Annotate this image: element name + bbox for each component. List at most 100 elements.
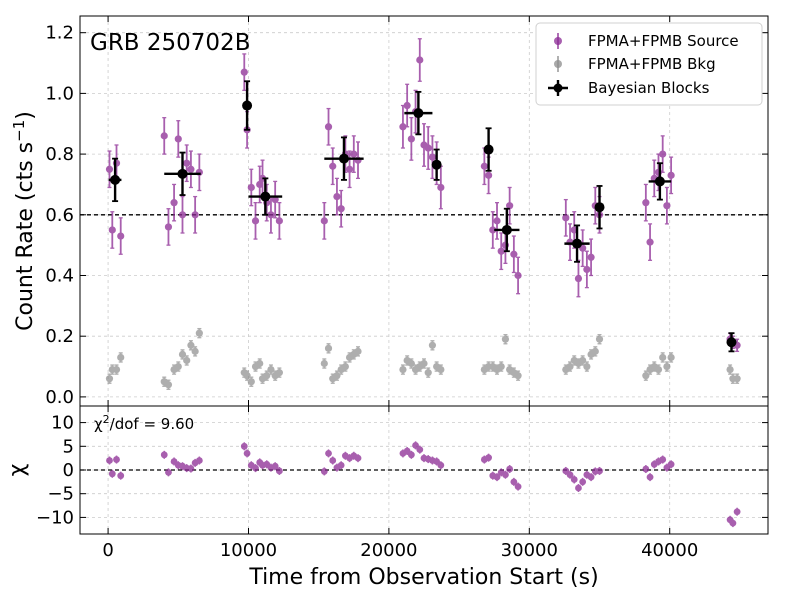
chi2-annotation: χ2/dof = 9.60 <box>94 413 194 433</box>
source-point <box>428 153 437 161</box>
top-y-ticks: 0.0 0.2 0.4 0.6 0.8 1.0 1.2 <box>45 23 768 408</box>
source-point <box>251 217 260 225</box>
y-tick-label: 0 <box>63 460 74 481</box>
legend-label: FPMA+FPMB Source <box>588 32 739 50</box>
bkg-point <box>183 356 191 365</box>
block-point <box>501 224 512 235</box>
bkg-point <box>663 362 671 371</box>
residual-point <box>566 471 574 479</box>
y-tick-label: 1.0 <box>45 83 74 104</box>
residual-point <box>667 460 675 468</box>
source-point <box>271 196 279 204</box>
residual-point <box>659 456 667 463</box>
bkg-point <box>164 381 173 389</box>
chi2-superscript: 2 <box>103 413 110 426</box>
y-tick-label: −5 <box>47 484 74 505</box>
bkg-point <box>659 353 667 362</box>
residual-point <box>510 478 518 486</box>
source-point <box>659 150 667 158</box>
chi2-suffix: /dof = 9.60 <box>110 415 195 433</box>
bkg-point <box>263 372 271 380</box>
bkg-point <box>341 362 349 371</box>
source-point <box>574 274 583 283</box>
source-point <box>350 150 358 158</box>
x-tick-label: 40000 <box>641 540 698 561</box>
source-point <box>267 211 275 219</box>
x-ticks: 0 10000 20000 30000 40000 <box>102 16 698 561</box>
bkg-point <box>195 329 203 337</box>
source-point <box>337 205 345 213</box>
source-point <box>247 183 255 192</box>
bkg-point <box>733 375 741 383</box>
y-tick-label: 5 <box>63 436 74 457</box>
source-point <box>437 183 445 192</box>
source-point <box>178 211 187 219</box>
residual-point <box>437 461 445 469</box>
residual-point <box>243 450 251 457</box>
bkg-point <box>514 372 522 380</box>
residual-point <box>275 467 283 475</box>
bkg-point <box>187 341 195 349</box>
block-point <box>338 153 349 164</box>
x-tick-label: 20000 <box>360 540 417 561</box>
bkg-point <box>324 344 333 352</box>
y-axis-label-bottom: χ <box>5 463 30 476</box>
block-point <box>594 202 605 213</box>
block-point <box>260 191 271 202</box>
residual-point <box>646 473 654 481</box>
bkg-point <box>243 372 251 380</box>
source-point <box>642 199 650 207</box>
source-point <box>160 132 168 140</box>
residual-point <box>320 468 328 475</box>
source-point <box>562 214 570 222</box>
source-point <box>324 123 333 131</box>
residual-point <box>416 446 424 454</box>
residual-point <box>240 442 248 450</box>
source-point <box>646 238 654 246</box>
source-point <box>484 171 493 179</box>
residual-point <box>354 454 362 462</box>
block-point <box>431 159 442 170</box>
bkg-point <box>579 356 587 365</box>
bkg-point <box>399 365 407 374</box>
source-point <box>187 165 195 173</box>
chart-title: GRB 250702B <box>90 30 250 56</box>
y-axis-label-main: Count Rate (cts s <box>13 142 38 331</box>
residual-point <box>160 451 168 459</box>
block-point <box>483 144 494 155</box>
y-tick-label: 0.8 <box>45 144 74 165</box>
residual-point <box>514 483 522 490</box>
bkg-point <box>191 347 199 355</box>
bkg-point <box>654 365 663 374</box>
residual-point <box>165 468 172 476</box>
residual-point <box>106 457 113 464</box>
residual-point <box>187 465 195 472</box>
source-point <box>506 202 514 210</box>
bkg-point <box>267 365 275 374</box>
block-point <box>654 176 665 187</box>
y-tick-label: 0.6 <box>45 205 74 226</box>
block-point <box>572 238 583 249</box>
y-axis-label-end: ) <box>13 111 38 120</box>
legend-blocks-marker <box>553 83 563 93</box>
bkg-point <box>726 365 734 374</box>
source-point <box>399 123 407 131</box>
residual-point <box>642 465 650 473</box>
x-tick-label: 0 <box>102 540 113 561</box>
bkg-point <box>667 353 675 362</box>
bkg-point <box>105 375 114 383</box>
bayesian-blocks-series <box>108 80 737 353</box>
y-tick-label: −10 <box>36 507 74 528</box>
y-tick-label: 0.0 <box>45 387 74 408</box>
source-point <box>320 217 328 225</box>
bkg-point <box>275 369 283 377</box>
source-point <box>663 202 671 210</box>
source-point <box>667 171 675 179</box>
block-point <box>413 108 424 119</box>
source-point <box>403 101 411 110</box>
residual-point <box>729 519 737 527</box>
legend-label: Bayesian Blocks <box>588 79 710 97</box>
source-point <box>416 56 424 64</box>
source-point <box>191 211 199 219</box>
